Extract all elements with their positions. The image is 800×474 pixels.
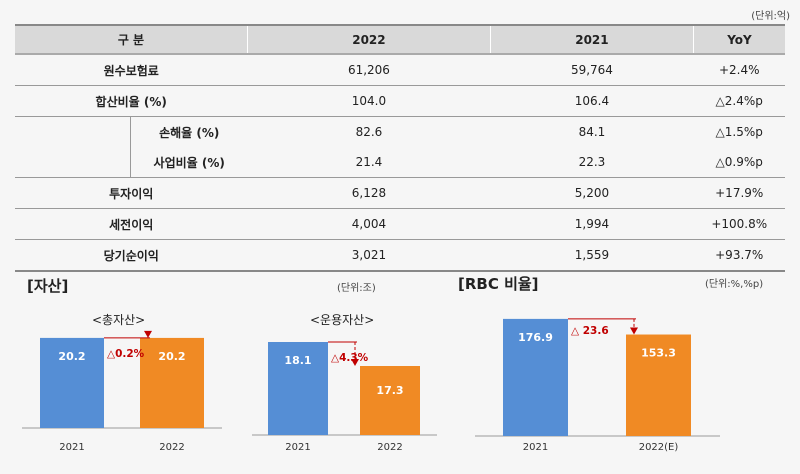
data-label: 20.2 (58, 350, 85, 363)
chart-title-total-assets: <총자산> (92, 313, 146, 327)
row-label: 투자이익 (15, 177, 248, 209)
cell: 3,021 (247, 239, 491, 272)
data-label: 20.2 (158, 350, 185, 363)
table-row: 투자이익 6,128 5,200 +17.9% (15, 177, 785, 209)
bar-2021 (268, 342, 328, 435)
cell: 104.0 (247, 85, 491, 117)
rbc-unit: (단위:%,%p) (705, 279, 764, 290)
down-arrow-icon (351, 359, 359, 366)
assets-title: [자산] (27, 277, 69, 295)
change-annotation: △0.2% (107, 348, 145, 360)
table-row: 합산비율 (%) 104.0 106.4 △2.4%p (15, 85, 785, 117)
chart-title-invested-assets: <운용자산> (310, 313, 375, 327)
row-label: 손해율 (%) (159, 125, 220, 140)
category-label: 2022 (377, 442, 402, 453)
row-label: 합산비율 (%) (15, 85, 248, 117)
cell: 59,764 (490, 54, 694, 86)
row-label: 세전이익 (15, 208, 248, 240)
cell: 84.1 (578, 125, 606, 139)
cell: △2.4%p (693, 85, 785, 117)
header-category: 구 분 (15, 24, 248, 55)
change-annotation: △4.3% (331, 352, 369, 364)
row-label: 원수보험료 (15, 54, 248, 86)
cell: 82.6 (355, 125, 383, 139)
cell: +17.9% (693, 177, 785, 209)
category-label: 2022 (159, 442, 184, 453)
data-label: 17.3 (376, 384, 403, 397)
bar-2022 (360, 366, 420, 435)
rbc-title: [RBC 비율] (458, 275, 539, 293)
header-2022: 2022 (246, 24, 491, 55)
header-yoy: YoY (692, 24, 785, 55)
bar-2022 (140, 337, 204, 428)
financial-table: 구 분 2022 2021 YoY 원수보험료 61,206 59,764 +2.4%… (15, 24, 785, 272)
cell: +2.4% (693, 54, 785, 86)
cell: 1,994 (490, 208, 694, 240)
category-label: 2021 (59, 442, 84, 453)
cell: +93.7% (693, 239, 785, 272)
cell: 106.4 (490, 85, 694, 117)
table-row: 원수보험료 61,206 59,764 +2.4% (15, 54, 785, 86)
table-row: 세전이익 4,004 1,994 +100.8% (15, 208, 785, 240)
cell: 5,200 (490, 177, 694, 209)
cell: +100.8% (693, 208, 785, 240)
indent-cell (15, 116, 131, 178)
category-label: 2021 (523, 442, 548, 453)
cell: 1,559 (490, 239, 694, 272)
bar-2021 (503, 318, 568, 436)
cell: 21.4 (247, 147, 491, 178)
bar-2022(E) (626, 334, 691, 436)
table-unit: (단위:억) (751, 11, 790, 22)
data-label: 18.1 (284, 354, 311, 367)
cell: 61,206 (247, 54, 491, 86)
cell: △0.9%p (693, 147, 785, 178)
bar-2021 (40, 337, 104, 428)
change-annotation: △ 23.6 (571, 325, 609, 337)
data-label: 176.9 (518, 331, 553, 344)
category-label: 2021 (285, 442, 310, 453)
cell: 6,128 (247, 177, 491, 209)
table-row: 손해율 (%) 82.6 84.1 △1.5%p (15, 116, 785, 178)
row-label: 당기순이익 (15, 239, 248, 272)
table-row: 당기순이익 3,021 1,559 +93.7% (15, 239, 785, 272)
category-label: 2022(E) (639, 442, 679, 453)
assets-unit: (단위:조) (337, 283, 376, 294)
down-arrow-icon (630, 327, 638, 335)
cell: △1.5%p (715, 125, 763, 139)
down-arrow-icon (144, 330, 152, 338)
data-label: 153.3 (641, 347, 676, 360)
table-row: 사업비율 (%) 21.4 22.3 △0.9%p (15, 147, 785, 178)
header-2021: 2021 (489, 24, 694, 55)
cell: 4,004 (247, 208, 491, 240)
table-header: 구 분 2022 2021 YoY (15, 24, 785, 55)
cell: 22.3 (490, 147, 694, 178)
row-label: 사업비율 (%) (130, 147, 248, 178)
